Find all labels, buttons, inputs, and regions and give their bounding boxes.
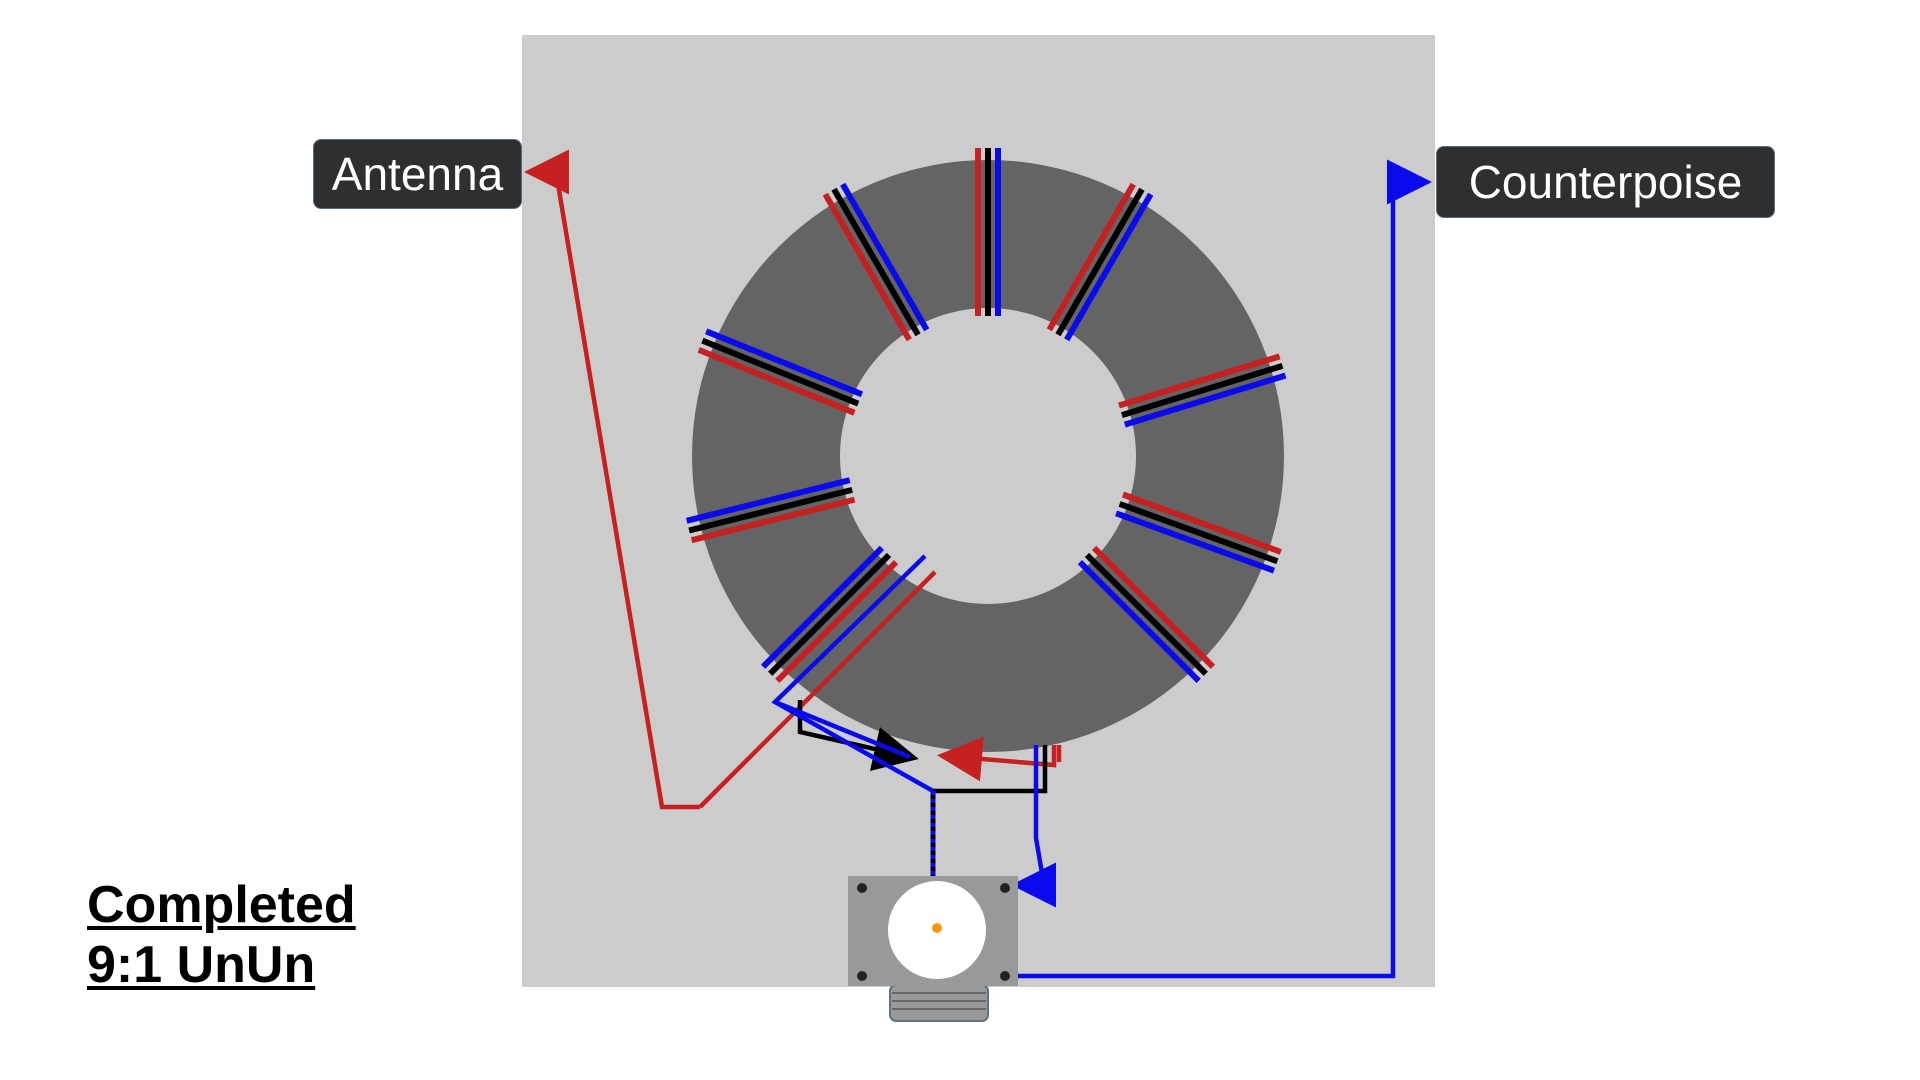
mount-hole xyxy=(1000,971,1010,981)
winding-wire xyxy=(760,545,885,669)
winding-wire xyxy=(1091,545,1216,669)
winding-wire xyxy=(1118,501,1279,565)
trifilar-windings xyxy=(685,148,1287,684)
winding-wire xyxy=(685,477,851,524)
winding-wire xyxy=(768,552,892,676)
winding-wire xyxy=(1118,353,1281,409)
so239-connector-icon xyxy=(848,876,1018,1022)
winding-wire xyxy=(688,486,853,534)
red-return-wire xyxy=(937,736,1057,782)
antenna-label: Antenna xyxy=(313,139,522,209)
winding-wire xyxy=(1055,187,1145,337)
counterpoise-lead-wire xyxy=(1005,159,1432,979)
wiring xyxy=(524,149,1432,979)
winding-wire xyxy=(840,182,930,332)
winding-wire xyxy=(705,328,864,398)
center-pin xyxy=(932,923,942,933)
blue-loop-to-junction xyxy=(774,699,911,760)
winding-wire xyxy=(1084,552,1208,676)
counterpoise-label: Counterpoise xyxy=(1436,146,1775,218)
mount-hole xyxy=(857,883,867,893)
mount-hole xyxy=(1000,883,1010,893)
antenna-lead-wire xyxy=(524,149,700,810)
winding-wire xyxy=(1046,182,1136,332)
winding-wire xyxy=(1121,491,1282,555)
black-series-link xyxy=(933,745,1048,794)
winding-wire xyxy=(1077,559,1201,684)
winding-wire xyxy=(831,187,921,337)
winding-wire xyxy=(701,337,860,407)
winding-wire xyxy=(1123,372,1287,428)
winding-wire xyxy=(690,496,856,544)
diagram-title: Completed 9:1 UnUn xyxy=(87,875,356,995)
winding-wire xyxy=(775,559,899,684)
title-line-2: 9:1 UnUn xyxy=(87,936,316,994)
title-line-1: Completed xyxy=(87,876,356,934)
mount-hole xyxy=(857,971,867,981)
winding-wire xyxy=(1064,192,1154,342)
winding-wire xyxy=(1115,510,1276,574)
blue-ground-wire xyxy=(1011,745,1056,908)
winding-wire xyxy=(1121,363,1284,418)
red-winding-diagonal xyxy=(698,570,937,809)
winding-wire xyxy=(697,347,856,416)
winding-wire xyxy=(822,192,912,342)
toroid-core-hole xyxy=(840,308,1136,604)
